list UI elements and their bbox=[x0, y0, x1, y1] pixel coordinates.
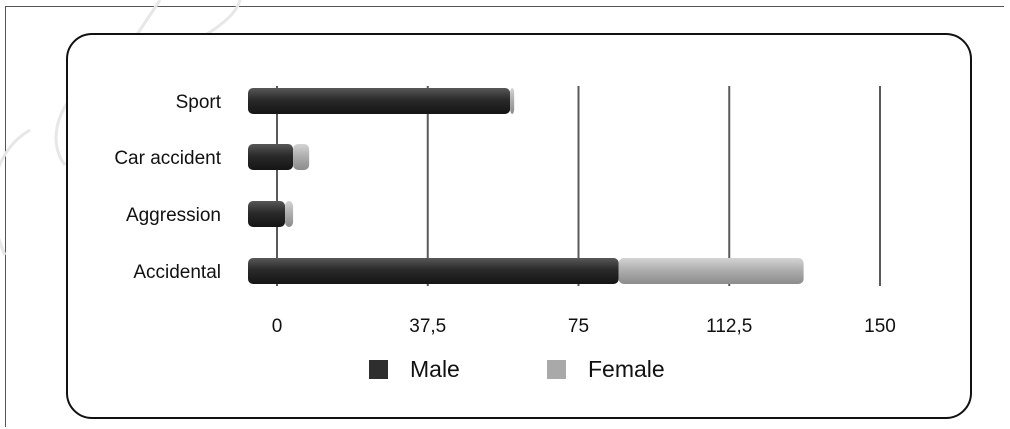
bar-male bbox=[248, 144, 294, 170]
x-tick-label: 37,5 bbox=[409, 316, 446, 337]
legend-swatch-male bbox=[369, 360, 388, 379]
bar-female bbox=[618, 258, 804, 284]
bar-female bbox=[293, 144, 310, 170]
bar-male bbox=[248, 201, 286, 227]
x-tick-label: 150 bbox=[864, 316, 896, 337]
category-label: Sport bbox=[176, 92, 222, 113]
bar-male bbox=[248, 88, 511, 114]
category-label: Car accident bbox=[114, 148, 221, 169]
bar-male bbox=[248, 258, 619, 284]
legend-label-female: Female bbox=[588, 356, 665, 382]
legend-swatch-female bbox=[547, 360, 566, 379]
x-tick-label: 0 bbox=[272, 316, 283, 337]
bar-female bbox=[285, 201, 294, 227]
category-label: Accidental bbox=[133, 262, 221, 283]
x-tick-label: 112,5 bbox=[706, 316, 752, 337]
x-tick-label: 75 bbox=[568, 316, 589, 337]
bar-female bbox=[510, 88, 515, 114]
chart-panel bbox=[66, 33, 972, 419]
legend-label-male: Male bbox=[410, 356, 460, 382]
category-label: Aggression bbox=[126, 205, 221, 226]
